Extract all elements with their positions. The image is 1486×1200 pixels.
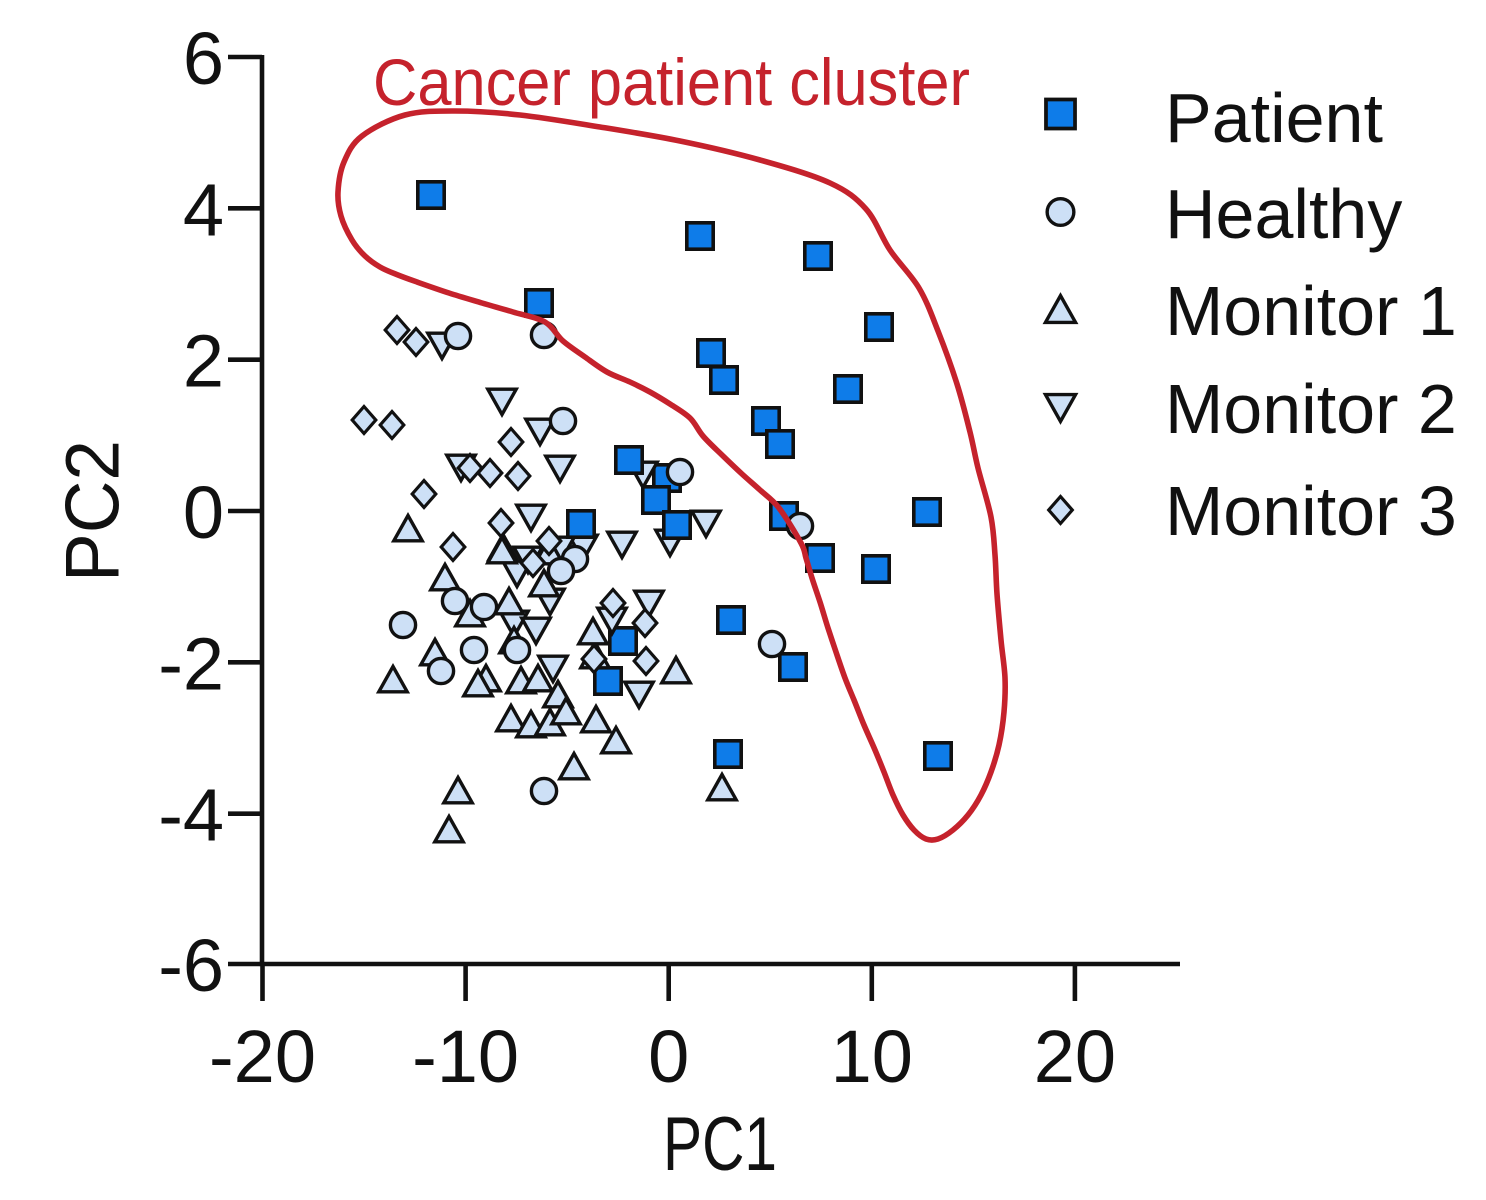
svg-text:-20: -20 bbox=[209, 1015, 316, 1098]
svg-text:2: 2 bbox=[183, 320, 224, 403]
svg-text:-4: -4 bbox=[158, 774, 224, 857]
svg-text:PC1: PC1 bbox=[663, 1102, 777, 1187]
svg-text:Healthy: Healthy bbox=[1165, 175, 1402, 253]
svg-text:-2: -2 bbox=[158, 622, 224, 705]
svg-text:0: 0 bbox=[183, 471, 224, 554]
svg-text:-10: -10 bbox=[412, 1015, 519, 1098]
svg-text:0: 0 bbox=[648, 1015, 689, 1098]
svg-text:Monitor 1: Monitor 1 bbox=[1165, 272, 1457, 350]
svg-text:20: 20 bbox=[1034, 1015, 1116, 1098]
svg-text:Monitor 2: Monitor 2 bbox=[1165, 370, 1457, 448]
svg-text:4: 4 bbox=[183, 168, 224, 251]
svg-text:Monitor 3: Monitor 3 bbox=[1165, 472, 1457, 550]
svg-text:Patient: Patient bbox=[1165, 79, 1383, 157]
svg-text:6: 6 bbox=[183, 17, 224, 100]
svg-text:-6: -6 bbox=[158, 924, 224, 1007]
svg-text:10: 10 bbox=[831, 1015, 913, 1098]
svg-text:Cancer patient cluster: Cancer patient cluster bbox=[373, 45, 970, 119]
svg-text:PC2: PC2 bbox=[51, 440, 136, 582]
